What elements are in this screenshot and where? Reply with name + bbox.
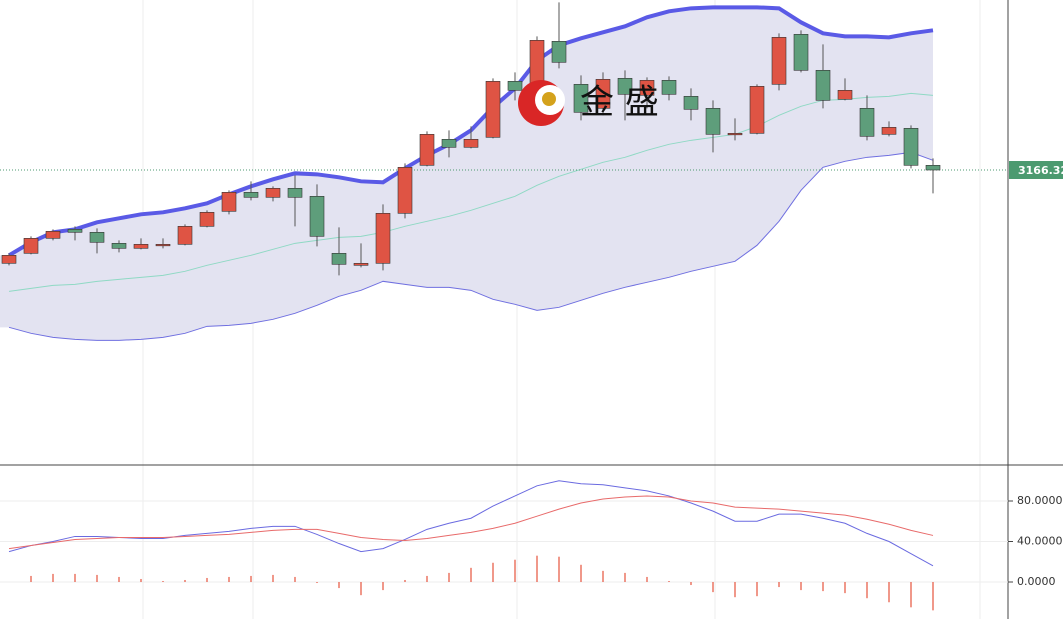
candle-body <box>815 70 831 101</box>
candle-body <box>793 34 809 71</box>
candle-body <box>529 40 545 86</box>
candle-body <box>45 231 61 239</box>
candle-body <box>859 108 875 137</box>
watermark: 金 盛 <box>518 80 659 126</box>
indicator-line <box>8 495 934 550</box>
y-tick-label: 0.0000 <box>1017 575 1056 588</box>
candle-body <box>551 41 567 63</box>
logo <box>542 92 556 106</box>
candle-body <box>353 263 369 266</box>
candle-body <box>705 108 721 135</box>
candle-body <box>617 78 633 95</box>
candle-body <box>133 244 149 249</box>
band-line <box>8 92 934 292</box>
candle-body <box>683 96 699 110</box>
candle-body <box>221 192 237 212</box>
candle-body <box>67 229 83 233</box>
candle-body <box>309 196 325 237</box>
candle-body <box>441 139 457 148</box>
candle-body <box>727 133 743 136</box>
candle-body <box>463 139 479 148</box>
candle-body <box>507 81 523 91</box>
candle-body <box>595 79 611 109</box>
last-price-label: 3166.32 <box>1018 164 1063 177</box>
candle-body <box>287 188 303 198</box>
y-tick-label: 40.0000 <box>1017 535 1063 548</box>
candle-body <box>89 232 105 243</box>
candle-body <box>639 80 655 96</box>
candle-body <box>111 243 127 249</box>
candle-body <box>1 255 17 264</box>
candle-body <box>265 188 281 198</box>
price-panel: 3166.32 <box>0 2 1063 341</box>
candle-body <box>375 213 391 264</box>
candle-body <box>243 192 259 198</box>
candle-body <box>331 253 347 265</box>
band-line <box>8 151 934 341</box>
indicator-panel: 80.0000 40.0000 0.0000 <box>0 480 1063 611</box>
y-tick-label: 80.0000 <box>1017 494 1063 507</box>
candle-body <box>23 238 39 254</box>
candle-body <box>837 90 853 100</box>
candle-body <box>419 134 435 166</box>
candle-body <box>771 37 787 85</box>
band-fill <box>0 7 933 341</box>
last-price-box <box>1009 161 1063 179</box>
candle-body <box>485 81 501 138</box>
indicator-line <box>8 480 934 567</box>
candle-body <box>661 80 677 95</box>
candle-body <box>177 226 193 245</box>
candle-body <box>749 86 765 134</box>
candle-body <box>199 212 215 227</box>
candle-body <box>397 167 413 214</box>
candle-body <box>155 244 171 247</box>
candle-body <box>925 165 941 171</box>
candle-body <box>903 128 919 166</box>
watermark-text: 金 盛 <box>580 83 659 123</box>
candle-body <box>573 84 589 113</box>
candle-body <box>881 127 897 135</box>
